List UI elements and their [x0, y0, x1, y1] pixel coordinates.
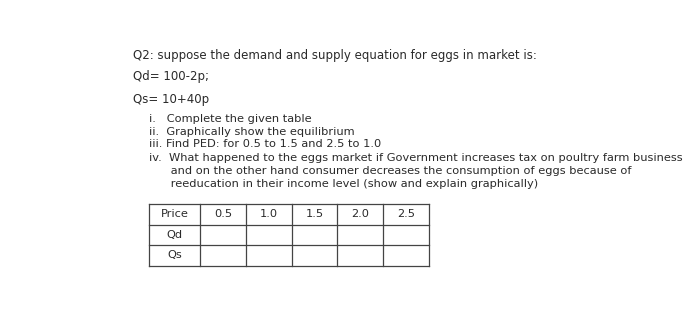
Text: 2.5: 2.5 [397, 209, 415, 219]
Text: 1.5: 1.5 [305, 209, 323, 219]
Text: iv.  What happened to the eggs market if Government increases tax on poultry far: iv. What happened to the eggs market if … [149, 153, 682, 163]
Text: 2.0: 2.0 [351, 209, 369, 219]
Text: Price: Price [161, 209, 188, 219]
Text: Qs: Qs [167, 251, 182, 260]
Text: ii.  Graphically show the equilibrium: ii. Graphically show the equilibrium [149, 127, 354, 136]
Text: 1.0: 1.0 [260, 209, 278, 219]
Text: iii. Find PED: for 0.5 to 1.5 and 2.5 to 1.0: iii. Find PED: for 0.5 to 1.5 and 2.5 to… [149, 139, 381, 149]
Text: i.   Complete the given table: i. Complete the given table [149, 114, 311, 124]
Text: Qd: Qd [166, 230, 183, 240]
Text: Qd= 100-2p;: Qd= 100-2p; [133, 70, 208, 83]
Text: Qs= 10+40p: Qs= 10+40p [133, 93, 208, 106]
Text: reeducation in their income level (show and explain graphically): reeducation in their income level (show … [149, 179, 538, 189]
Text: Q2: suppose the demand and supply equation for eggs in market is:: Q2: suppose the demand and supply equati… [133, 49, 537, 62]
Text: and on the other hand consumer decreases the consumption of eggs because of: and on the other hand consumer decreases… [149, 166, 631, 176]
Text: 0.5: 0.5 [214, 209, 232, 219]
